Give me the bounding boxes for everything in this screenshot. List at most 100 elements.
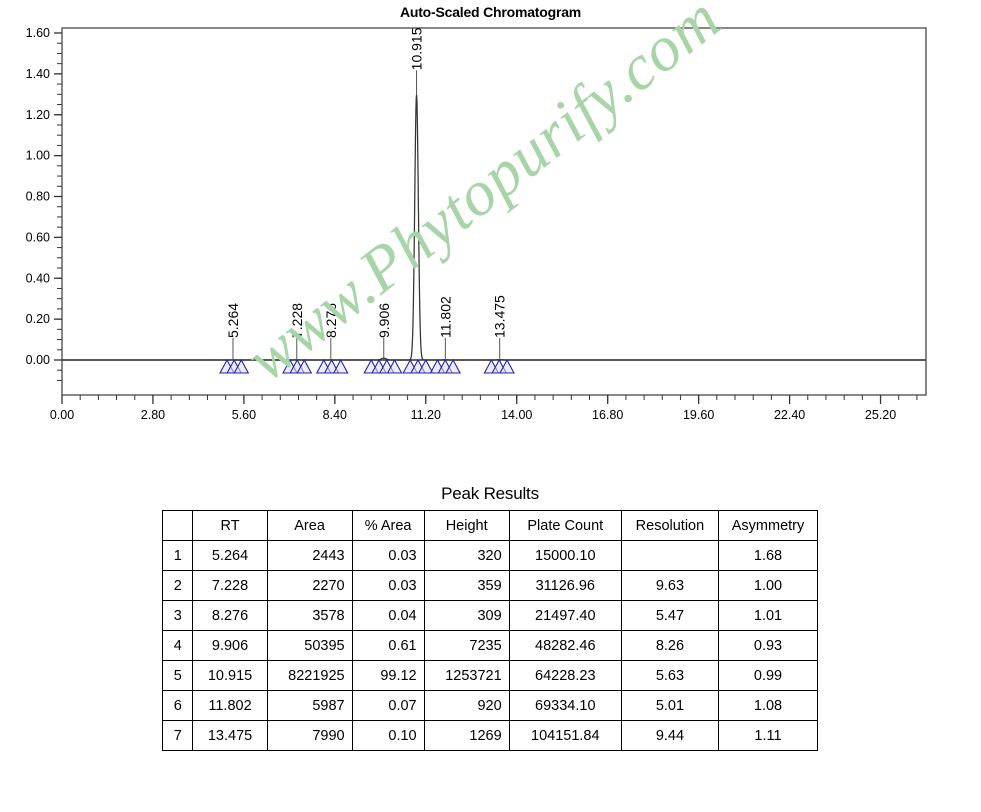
table-header-row: RT Area % Area Height Plate Count Resolu… xyxy=(161,510,819,541)
x-axis: 0.00 2.80 5.60 8.40 11.20 14.00 16.80 19.60 22.4… xyxy=(50,395,918,422)
y-axis: 0.00 0.20 0.40 0.60 0.80 1.00 1.20 1.40 1.60 xyxy=(26,26,62,381)
cell-index: 6 xyxy=(161,690,194,721)
cell-resolution: 5.01 xyxy=(620,690,719,721)
table-row: 3 8.276 3578 0.04 309 21497.40 5.47 1.01 xyxy=(161,600,819,631)
x-tick-label: 25.20 xyxy=(865,408,896,422)
cell-pct-area: 0.04 xyxy=(351,600,425,631)
peak-results-title: Peak Results xyxy=(441,484,539,503)
cell-height: 1253721 xyxy=(423,660,510,691)
cell-pct-area: 0.03 xyxy=(351,540,425,571)
x-tick-label: 2.80 xyxy=(141,408,165,422)
cell-index: 3 xyxy=(161,600,194,631)
cell-area: 50395 xyxy=(266,630,353,661)
x-tick-label: 8.40 xyxy=(323,408,347,422)
cell-height: 309 xyxy=(423,600,510,631)
plot-border xyxy=(61,27,927,396)
cell-plate-count: 104151.84 xyxy=(508,720,622,751)
cell-resolution xyxy=(620,540,719,571)
header-area: Area xyxy=(266,510,353,541)
cell-rt: 5.264 xyxy=(192,540,268,571)
chromatogram-plot: 0.000.200.400.600.801.001.201.401.600.00… xyxy=(26,26,927,422)
cell-pct-area: 0.07 xyxy=(351,690,425,721)
header-resolution: Resolution xyxy=(620,510,719,541)
cell-plate-count: 31126.96 xyxy=(508,570,622,601)
table-row: 5 10.915 8221925 99.12 1253721 64228.23 5.63 0.… xyxy=(161,660,819,691)
cell-area: 2443 xyxy=(266,540,353,571)
peak-rt-label: 13.475 xyxy=(492,295,508,338)
cell-pct-area: 0.10 xyxy=(351,720,425,751)
y-tick-label: 0.60 xyxy=(26,230,50,244)
cell-plate-count: 69334.10 xyxy=(508,690,622,721)
x-tick-label: 5.60 xyxy=(232,408,256,422)
cell-height: 920 xyxy=(423,690,510,721)
y-tick-label: 0.40 xyxy=(26,271,50,285)
cell-resolution: 9.63 xyxy=(620,570,719,601)
cell-area: 5987 xyxy=(266,690,353,721)
cell-rt: 8.276 xyxy=(192,600,268,631)
header-plate-count: Plate Count xyxy=(508,510,622,541)
cell-asymmetry: 1.11 xyxy=(717,720,819,751)
peak-rt-label: 10.915 xyxy=(409,27,425,70)
cell-resolution: 8.26 xyxy=(620,630,719,661)
cell-height: 7235 xyxy=(423,630,510,661)
x-tick-label: 11.20 xyxy=(411,408,441,422)
cell-rt: 11.802 xyxy=(192,690,268,721)
cell-area: 7990 xyxy=(266,720,353,751)
header-height: Height xyxy=(423,510,510,541)
peak-rt-label: 11.802 xyxy=(437,296,453,338)
cell-pct-area: 0.03 xyxy=(351,570,425,601)
x-tick-label: 14.00 xyxy=(501,408,532,422)
integration-markers xyxy=(219,358,515,374)
peak-rt-label: 9.906 xyxy=(376,303,392,338)
x-tick-label: 22.40 xyxy=(774,408,805,422)
cell-height: 320 xyxy=(423,540,510,571)
table-row: 4 9.906 50395 0.61 7235 48282.46 8.26 0.93 xyxy=(161,630,819,661)
cell-asymmetry: 0.93 xyxy=(717,630,819,661)
cell-height: 1269 xyxy=(423,720,510,751)
peak-rt-label: 7.228 xyxy=(289,303,305,338)
chromatogram-trace xyxy=(62,94,926,361)
cell-area: 8221925 xyxy=(266,660,353,691)
cell-rt: 7.228 xyxy=(192,570,268,601)
cell-index: 2 xyxy=(161,570,194,601)
chromatogram-chart: 0.00 0.20 0.40 0.60 0.80 1.00 1.20 1.40 1.60 0.00… xyxy=(26,26,927,422)
cell-plate-count: 21497.40 xyxy=(508,600,622,631)
cell-resolution: 5.63 xyxy=(620,660,719,691)
peak-rt-label: 8.276 xyxy=(323,303,339,338)
peak-results-table: RT Area % Area Height Plate Count Resolu… xyxy=(161,510,819,751)
table-row: 2 7.228 2270 0.03 359 31126.96 9.63 1.00 xyxy=(161,570,819,601)
peak-rt-label: 5.264 xyxy=(225,303,241,338)
peak-labels: 5.264 7.228 8.276 9.906 10.915 11.802 13.475 xyxy=(225,27,508,360)
cell-rt: 10.915 xyxy=(192,660,268,691)
cell-height: 359 xyxy=(423,570,510,601)
cell-plate-count: 48282.46 xyxy=(508,630,622,661)
cell-area: 2270 xyxy=(266,570,353,601)
y-tick-label: 0.20 xyxy=(26,312,50,326)
cell-pct-area: 0.61 xyxy=(351,630,425,661)
y-tick-label: 1.40 xyxy=(26,67,50,81)
peak-marker-triangle xyxy=(332,358,349,374)
cell-index: 5 xyxy=(161,660,194,691)
y-tick-label: 0.00 xyxy=(26,353,50,367)
cell-asymmetry: 1.08 xyxy=(717,690,819,721)
cell-index: 7 xyxy=(161,720,194,751)
cell-index: 1 xyxy=(161,540,194,571)
cell-pct-area: 99.12 xyxy=(351,660,425,691)
y-tick-label: 1.00 xyxy=(26,149,50,163)
cell-asymmetry: 1.00 xyxy=(717,570,819,601)
cell-asymmetry: 1.01 xyxy=(717,600,819,631)
cell-asymmetry: 0.99 xyxy=(717,660,819,691)
header-asymmetry: Asymmetry xyxy=(717,510,819,541)
header-index xyxy=(161,510,194,541)
cell-rt: 13.475 xyxy=(192,720,268,751)
table-row: 7 13.475 7990 0.10 1269 104151.84 9.44 1.11 xyxy=(161,720,819,751)
y-tick-label: 1.20 xyxy=(26,108,50,122)
x-tick-label: 0.00 xyxy=(50,408,74,422)
x-tick-label: 19.60 xyxy=(683,408,714,422)
cell-resolution: 9.44 xyxy=(620,720,719,751)
cell-resolution: 5.47 xyxy=(620,600,719,631)
y-tick-label: 1.60 xyxy=(26,26,50,40)
table-row: 1 5.264 2443 0.03 320 15000.10 1.68 xyxy=(161,540,819,571)
cell-asymmetry: 1.68 xyxy=(717,540,819,571)
header-pct-area: % Area xyxy=(351,510,425,541)
